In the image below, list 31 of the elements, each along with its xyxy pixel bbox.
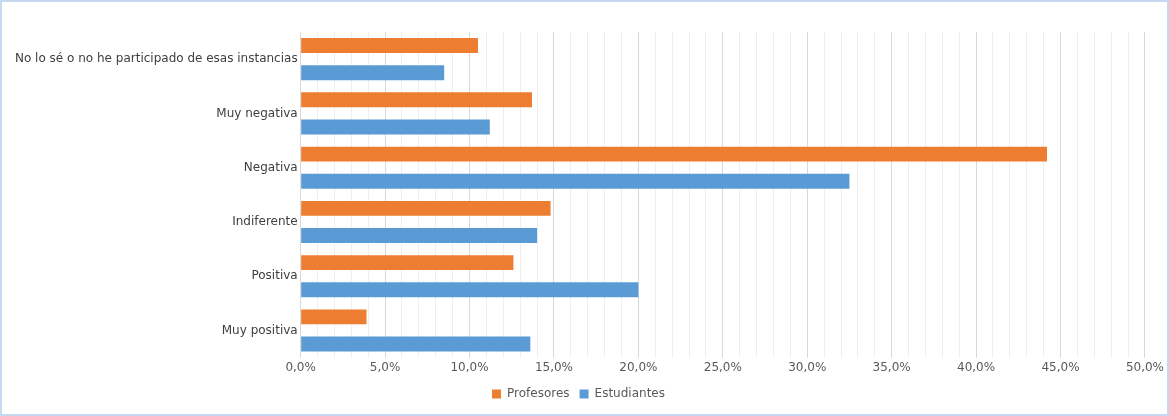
- bar: [301, 119, 490, 135]
- bar: [301, 38, 478, 54]
- legend-label: Estudiantes: [594, 386, 665, 401]
- y-tick-label: Muy negativa: [216, 105, 298, 120]
- x-tick-label: 50,0%: [1125, 359, 1164, 374]
- bar: [301, 92, 532, 108]
- y-tick-label: Negativa: [243, 159, 298, 174]
- x-tick-label: 10,0%: [450, 359, 489, 374]
- x-tick-label: 5,0%: [369, 359, 401, 374]
- y-tick-label: Indiferente: [232, 214, 298, 229]
- bar: [301, 309, 367, 325]
- x-tick-label: 25,0%: [703, 359, 742, 374]
- bar: [301, 146, 1048, 162]
- bar: [301, 173, 850, 189]
- bar: [301, 255, 514, 271]
- x-tick-label: 15,0%: [534, 359, 574, 374]
- x-tick-label: 20,0%: [619, 359, 658, 374]
- y-tick-label: No lo sé o no he participado de esas instancias: [14, 51, 298, 66]
- legend-label: Profesores: [507, 386, 570, 401]
- x-tick-label: 35,0%: [872, 359, 911, 374]
- bar: [301, 282, 639, 298]
- x-tick-label: 30,0%: [788, 359, 827, 374]
- y-tick-label: Muy positiva: [221, 322, 298, 337]
- bar: [301, 200, 551, 216]
- x-tick-label: 40,0%: [957, 359, 996, 374]
- x-tick-label: 0,0%: [285, 359, 316, 374]
- bar: [301, 65, 445, 81]
- x-tick-label: 45,0%: [1041, 359, 1080, 374]
- bar: [301, 228, 538, 243]
- y-tick-label: Positiva: [251, 268, 298, 283]
- bar: [301, 336, 531, 352]
